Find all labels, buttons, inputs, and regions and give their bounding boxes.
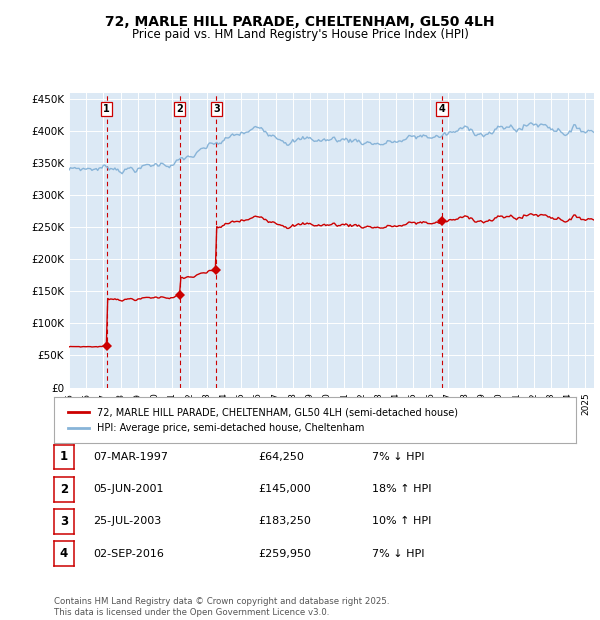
Text: £64,250: £64,250 xyxy=(258,452,304,462)
Text: £259,950: £259,950 xyxy=(258,549,311,559)
Text: 3: 3 xyxy=(213,104,220,114)
Text: 05-JUN-2001: 05-JUN-2001 xyxy=(93,484,163,494)
Text: 2: 2 xyxy=(176,104,183,114)
Text: £183,250: £183,250 xyxy=(258,516,311,526)
Text: Contains HM Land Registry data © Crown copyright and database right 2025.
This d: Contains HM Land Registry data © Crown c… xyxy=(54,598,389,617)
Text: 25-JUL-2003: 25-JUL-2003 xyxy=(93,516,161,526)
Text: 7% ↓ HPI: 7% ↓ HPI xyxy=(372,549,425,559)
Text: 4: 4 xyxy=(439,104,445,114)
Text: 07-MAR-1997: 07-MAR-1997 xyxy=(93,452,168,462)
Text: 1: 1 xyxy=(103,104,110,114)
Text: £145,000: £145,000 xyxy=(258,484,311,494)
Text: 1: 1 xyxy=(60,451,68,463)
Text: 72, MARLE HILL PARADE, CHELTENHAM, GL50 4LH: 72, MARLE HILL PARADE, CHELTENHAM, GL50 … xyxy=(105,16,495,30)
Text: 18% ↑ HPI: 18% ↑ HPI xyxy=(372,484,431,494)
Legend: 72, MARLE HILL PARADE, CHELTENHAM, GL50 4LH (semi-detached house), HPI: Average : 72, MARLE HILL PARADE, CHELTENHAM, GL50 … xyxy=(64,403,462,437)
Text: Price paid vs. HM Land Registry's House Price Index (HPI): Price paid vs. HM Land Registry's House … xyxy=(131,28,469,41)
Text: 7% ↓ HPI: 7% ↓ HPI xyxy=(372,452,425,462)
Text: 10% ↑ HPI: 10% ↑ HPI xyxy=(372,516,431,526)
Text: 2: 2 xyxy=(60,483,68,495)
Text: 3: 3 xyxy=(60,515,68,528)
Text: 4: 4 xyxy=(60,547,68,560)
Text: 02-SEP-2016: 02-SEP-2016 xyxy=(93,549,164,559)
